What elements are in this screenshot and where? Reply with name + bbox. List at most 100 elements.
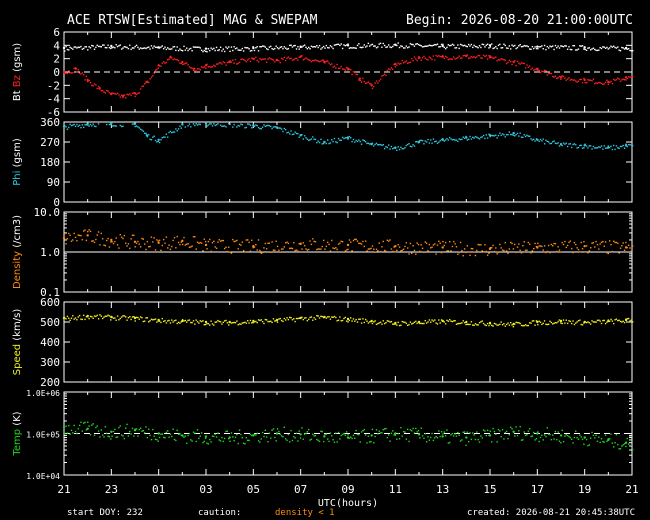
data-point [242,59,245,61]
data-point [611,320,614,322]
data-point [476,324,478,326]
data-point [86,427,89,430]
data-point [114,125,116,127]
data-point [428,319,431,321]
data-point [77,69,79,71]
ylabel-part: Phi [12,171,23,186]
data-point [539,71,542,74]
data-point [406,428,409,431]
data-point [617,147,619,149]
data-point [284,319,287,321]
data-point [538,69,540,72]
data-point [133,316,137,320]
data-point [614,241,616,244]
data-point [215,436,218,438]
data-point [175,128,177,130]
data-point [222,239,225,242]
data-point [496,441,498,443]
data-point [242,442,245,444]
data-point [190,439,192,441]
data-point [328,62,330,64]
data-point [615,145,618,147]
data-point [509,48,512,50]
data-point [625,241,627,244]
data-point [297,317,299,320]
data-point [507,437,509,440]
data-point [583,436,586,439]
data-point [462,320,464,322]
data-point [180,127,182,129]
data-point [283,127,286,130]
data-point [392,147,394,150]
data-point [615,433,618,436]
data-point [455,323,458,325]
data-point [154,438,157,440]
data-point [476,431,478,433]
data-point [500,321,502,323]
data-point [570,438,573,441]
data-point [515,133,517,136]
data-point [454,139,456,141]
data-point [627,317,630,320]
data-point [411,323,413,325]
data-point [389,68,391,71]
data-point [499,243,501,246]
data-point [367,142,370,145]
data-point [519,43,521,46]
data-point [84,421,86,424]
data-point [232,436,234,438]
data-point [359,242,361,245]
data-point [107,314,109,316]
data-point [614,148,616,151]
data-point [259,45,261,48]
data-point [261,320,264,323]
data-point [78,234,81,237]
data-point [129,430,131,433]
data-point [577,320,580,322]
data-point [453,138,455,141]
data-point [545,435,547,438]
data-point [211,241,214,244]
data-point [326,438,329,440]
data-point [613,446,615,448]
data-point [110,315,113,319]
data-point [446,137,448,140]
data-point [301,427,303,429]
data-point [66,72,69,75]
data-point [286,317,288,319]
data-point [218,320,220,323]
data-point [427,138,429,141]
data-point [142,429,145,432]
data-point [466,431,469,433]
data-point [470,56,473,58]
data-point [211,48,214,51]
data-point [261,431,264,434]
data-point [623,321,626,324]
data-point [562,440,565,443]
data-point [492,427,494,430]
data-point [500,58,502,60]
data-point [120,48,123,50]
data-point [264,46,267,48]
data-point [457,322,459,325]
data-point [153,135,155,137]
data-point [120,434,123,436]
data-point [369,45,371,47]
data-point [624,246,628,249]
data-point [501,58,504,60]
data-point [219,321,222,323]
data-point [328,142,330,145]
data-point [397,42,399,44]
data-point [514,44,516,47]
data-point [451,245,454,248]
data-point [505,250,508,252]
data-point [308,248,310,251]
data-point [503,43,505,45]
data-point [507,322,509,324]
data-point [238,125,241,127]
data-point [141,430,143,432]
data-point [453,240,455,243]
data-point [72,72,74,74]
data-point [284,242,287,244]
phi-ytick-label: 270 [40,136,60,149]
